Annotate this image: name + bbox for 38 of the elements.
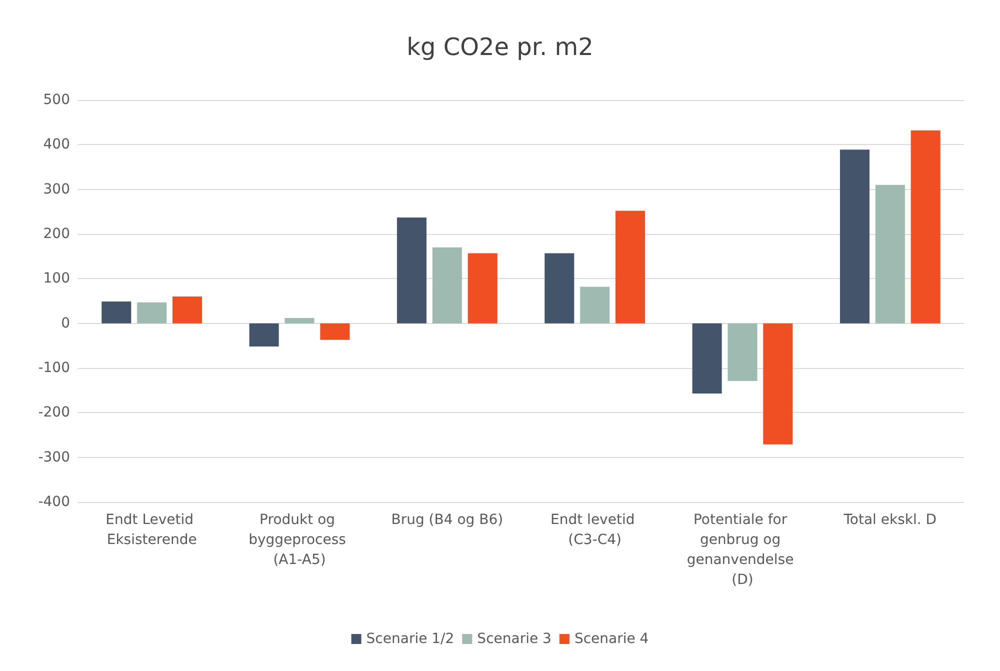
legend-label: Scenarie 1/2 [366,631,454,647]
x-tick-label: Produkt og byggeprocess (A1-A5) [248,512,350,568]
x-tick-label: Endt Levetid Eksisterende [106,512,198,548]
x-tick-label: Potentiale for genbrug og genanvendelse (D) [686,512,798,588]
bar [396,217,426,324]
bar [284,318,314,324]
y-tick-label: 400 [43,136,70,153]
bar [468,253,498,324]
y-tick-label: 500 [43,92,70,108]
bar [137,302,167,324]
x-tick-label: Endt levetid (C3-C4) [550,512,640,548]
bar [432,247,462,324]
bar [580,286,610,324]
bar [875,184,905,324]
bar [840,150,870,324]
y-tick-label: 200 [43,226,70,242]
bar [320,323,350,340]
y-tick-label: -200 [38,404,70,421]
legend-label: Scenarie 4 [574,631,649,647]
bar [102,301,132,324]
bar [172,296,202,324]
y-tick-label: -400 [38,494,70,510]
y-tick-label: 100 [43,270,70,287]
y-tick-label: 0 [61,315,70,332]
bar [249,323,279,347]
legend-label: Scenarie 3 [477,631,552,647]
x-tick-label: Total ekskl. D [842,512,937,528]
y-tick-label: 300 [43,181,70,198]
y-tick-label: -100 [38,360,70,376]
bar [544,253,574,324]
bar [763,323,793,444]
bar [910,130,940,324]
y-tick-label: -300 [38,449,70,466]
x-tick-label: Brug (B4 og B6) [391,512,504,528]
chart-title: kg CO2e pr. m2 [406,33,594,61]
bar [728,323,758,381]
bar [616,210,646,324]
bar [692,323,722,394]
